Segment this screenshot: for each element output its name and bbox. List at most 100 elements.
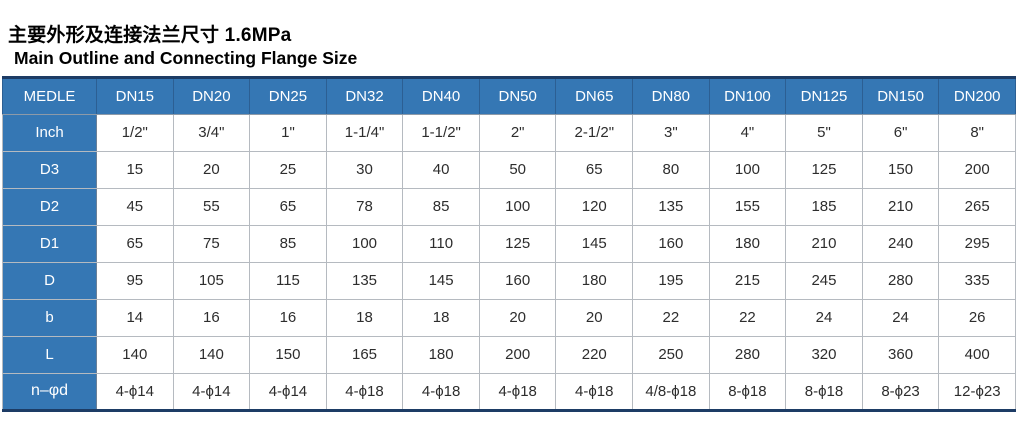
column-header-dn80: DN80 [632,77,710,115]
table-cell: 125 [785,150,863,189]
table-cell: 4" [708,113,787,152]
table-cell: 65 [555,150,634,189]
table-cell: 85 [249,224,327,263]
table-cell: 2-1/2" [555,113,634,152]
table-cell: 14 [96,298,174,337]
column-header-dn100: DN100 [708,77,787,115]
row-header-n-d: n–φd [2,372,97,411]
table-cell: 160 [478,261,557,300]
table-cell: 245 [785,261,863,300]
table-cell: 65 [96,224,174,263]
table-cell: 20 [478,298,557,337]
table-cell: 8-ϕ18 [785,372,863,411]
table-cell: 26 [938,298,1016,337]
column-header-dn32: DN32 [325,77,404,115]
table-cell: 16 [249,298,327,337]
page-title-chinese: 主要外形及连接法兰尺寸 1.6MPa [8,25,292,46]
table-cell: 5" [785,113,863,152]
table-cell: 280 [861,261,940,300]
table-cell: 1-1/2" [402,113,480,152]
table-cell: 80 [632,150,710,189]
table-row-inch: Inch 1/2" 3/4" 1" 1-1/4" 1-1/2" 2" 2-1/2" 3" 4" 5"… [2,113,1016,152]
table-cell: 3/4" [172,113,251,152]
table-cell: 1/2" [96,113,174,152]
table-cell: 22 [708,298,787,337]
table-cell: 2" [478,113,557,152]
table-cell: 30 [325,150,404,189]
table-cell: 160 [632,224,710,263]
table-cell: 100 [478,187,557,226]
table-cell: 100 [708,150,787,189]
table-cell: 4-ϕ14 [172,372,251,411]
table-cell: 24 [861,298,940,337]
table-row-d2: D2 45 55 65 78 85 100 120 135 155 185 210 265 [2,187,1016,226]
table-cell: 135 [632,187,710,226]
table-cell: 120 [555,187,634,226]
table-row-d3: D3 15 20 25 30 40 50 65 80 100 125 150 200 [2,150,1016,189]
row-header-inch: Inch [2,113,97,152]
table-cell: 265 [938,187,1016,226]
table-cell: 140 [172,335,251,374]
table-cell: 150 [861,150,940,189]
row-header-d1: D1 [2,224,97,263]
table-cell: 295 [938,224,1016,263]
table-cell: 335 [938,261,1016,300]
row-header-l: L [2,335,97,374]
table-cell: 145 [555,224,634,263]
table-cell: 100 [325,224,404,263]
column-header-dn125: DN125 [785,77,863,115]
table-cell: 180 [708,224,787,263]
table-cell: 20 [172,150,251,189]
table-cell: 4-ϕ18 [555,372,634,411]
row-header-d: D [2,261,97,300]
table-cell: 45 [96,187,174,226]
column-header-dn200: DN200 [938,77,1016,115]
column-header-dn15: DN15 [96,77,174,115]
table-cell: 140 [96,335,174,374]
table-row-d1: D1 65 75 85 100 110 125 145 160 180 210 240 295 [2,224,1016,263]
table-cell: 145 [402,261,480,300]
table-cell: 180 [402,335,480,374]
table-cell: 210 [785,224,863,263]
table-cell: 8" [938,113,1016,152]
table-cell: 125 [478,224,557,263]
page-title-english: Main Outline and Connecting Flange Size [14,47,358,68]
table-cell: 4-ϕ18 [402,372,480,411]
row-header-d2: D2 [2,187,97,226]
table-cell: 15 [96,150,174,189]
column-header-dn25: DN25 [249,77,327,115]
table-row-d: D 95 105 115 135 145 160 180 195 215 245 280 335 [2,261,1016,300]
table-header-row: MEDLE DN15 DN20 DN25 DN32 DN40 DN50 DN65 DN80 DN1… [2,77,1016,115]
table-cell: 75 [172,224,251,263]
table-cell: 135 [325,261,404,300]
table-cell: 200 [478,335,557,374]
column-header-dn65: DN65 [555,77,634,115]
table-cell: 18 [402,298,480,337]
column-header-dn40: DN40 [402,77,480,115]
header-row: MEDLE DN15 DN20 DN25 DN32 DN40 DN50 DN65 DN80 DN1… [2,77,1016,115]
row-header-d3: D3 [2,150,97,189]
table-row-n-d: n–φd 4-ϕ14 4-ϕ14 4-ϕ14 4-ϕ18 4-ϕ18 4-ϕ18 4-ϕ18 4… [2,372,1016,411]
column-header-dn50: DN50 [478,77,557,115]
table-cell: 20 [555,298,634,337]
table-cell: 215 [708,261,787,300]
table-cell: 18 [325,298,404,337]
table-cell: 210 [861,187,940,226]
table-cell: 200 [938,150,1016,189]
table-cell: 40 [402,150,480,189]
table-cell: 1-1/4" [325,113,404,152]
table-cell: 4/8-ϕ18 [632,372,710,411]
table-cell: 8-ϕ18 [708,372,787,411]
table-cell: 65 [249,187,327,226]
flange-size-table: MEDLE DN15 DN20 DN25 DN32 DN40 DN50 DN65 DN80 DN1… [2,75,1016,412]
table-cell: 220 [555,335,634,374]
table-cell: 195 [632,261,710,300]
table-cell: 115 [249,261,327,300]
table-cell: 4-ϕ18 [478,372,557,411]
table-cell: 185 [785,187,863,226]
table-cell: 12-ϕ23 [938,372,1016,411]
table-cell: 22 [632,298,710,337]
table-cell: 165 [325,335,404,374]
table-cell: 8-ϕ23 [861,372,940,411]
table-cell: 4-ϕ18 [325,372,404,411]
